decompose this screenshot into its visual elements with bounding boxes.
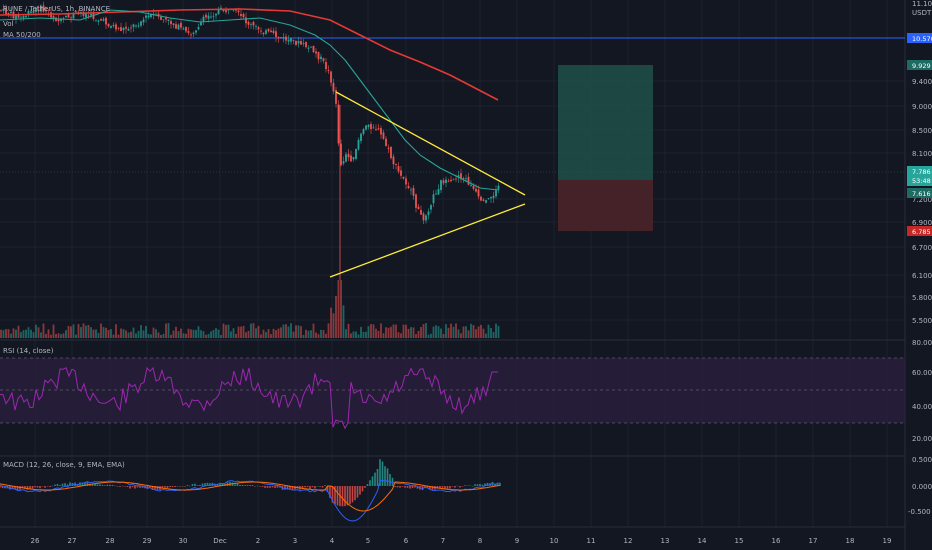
svg-text:40.00: 40.00: [912, 403, 932, 411]
svg-text:0.500: 0.500: [912, 456, 932, 464]
time-tick: 2: [256, 537, 260, 545]
svg-text:6.785: 6.785: [912, 228, 931, 236]
time-tick: Dec: [213, 537, 227, 545]
svg-text:9.000: 9.000: [912, 103, 932, 111]
svg-text:53:48: 53:48: [912, 177, 931, 185]
time-tick: 11: [587, 537, 596, 545]
time-tick: 3: [293, 537, 297, 545]
svg-text:9.929: 9.929: [912, 62, 931, 70]
time-tick: 27: [68, 537, 77, 545]
ma-label[interactable]: MA 50/200: [3, 31, 41, 39]
svg-text:7.786: 7.786: [912, 168, 931, 176]
macd-line: [0, 479, 501, 522]
triangle-upper-line[interactable]: [335, 91, 526, 196]
time-tick: 16: [772, 537, 781, 545]
svg-text:6.700: 6.700: [912, 244, 932, 252]
svg-text:8.100: 8.100: [912, 150, 932, 158]
time-tick: 8: [478, 537, 482, 545]
macd-label[interactable]: MACD (12, 26, close, 9, EMA, EMA): [3, 461, 125, 469]
triangle-lower-line[interactable]: [329, 203, 526, 278]
svg-text:6.900: 6.900: [912, 219, 932, 227]
time-tick: 30: [179, 537, 188, 545]
grid-lines: [0, 0, 905, 527]
time-tick: 9: [515, 537, 519, 545]
svg-text:60.00: 60.00: [912, 369, 932, 377]
candles: [0, 1, 500, 280]
time-tick: 26: [31, 537, 40, 545]
time-axis[interactable]: 26 27 28 29 30 Dec 2 3 4 5 6 7 8 9 10 11 12 13 14 15 16 17 18 1…: [31, 537, 892, 545]
rsi-band: [0, 358, 905, 423]
price-axis[interactable]: 11.100 USDT 9.400 9.000 8.500 8.100 7.20…: [907, 0, 932, 516]
time-tick: 19: [883, 537, 892, 545]
svg-text:8.500: 8.500: [912, 127, 932, 135]
svg-text:80.00: 80.00: [912, 339, 932, 347]
ma200-line: [0, 8, 499, 101]
signal-line: [0, 481, 501, 512]
time-tick: 12: [624, 537, 633, 545]
time-tick: 4: [330, 537, 335, 545]
svg-text:5.500: 5.500: [912, 317, 932, 325]
svg-text:9.400: 9.400: [912, 78, 932, 86]
svg-text:7.200: 7.200: [912, 196, 932, 204]
chart-title[interactable]: RUNE / TetherUS, 1h, BINANCE: [3, 5, 110, 13]
time-tick: 18: [846, 537, 855, 545]
rsi-line: [0, 366, 498, 430]
svg-text:-0.500: -0.500: [908, 508, 931, 516]
svg-text:USDT: USDT: [912, 9, 932, 17]
time-tick: 5: [366, 537, 370, 545]
time-tick: 13: [661, 537, 670, 545]
volume-bars: [0, 280, 500, 338]
rsi-label[interactable]: RSI (14, close): [3, 347, 54, 355]
time-tick: 10: [550, 537, 559, 545]
time-tick: 15: [735, 537, 744, 545]
time-tick: 28: [106, 537, 115, 545]
vol-label[interactable]: Vol: [3, 20, 14, 28]
svg-text:20.00: 20.00: [912, 435, 932, 443]
time-tick: 29: [143, 537, 152, 545]
svg-text:6.100: 6.100: [912, 272, 932, 280]
profit-zone[interactable]: [558, 65, 653, 180]
svg-text:7.616: 7.616: [912, 190, 931, 198]
time-tick: 6: [404, 537, 409, 545]
time-tick: 7: [441, 537, 445, 545]
time-tick: 14: [698, 537, 707, 545]
ma50-line: [0, 9, 499, 191]
svg-text:0.000: 0.000: [912, 483, 932, 491]
svg-text:11.100: 11.100: [912, 0, 932, 8]
time-tick: 17: [809, 537, 818, 545]
svg-text:5.800: 5.800: [912, 294, 932, 302]
loss-zone[interactable]: [558, 180, 653, 231]
svg-text:10.570: 10.570: [912, 35, 932, 43]
